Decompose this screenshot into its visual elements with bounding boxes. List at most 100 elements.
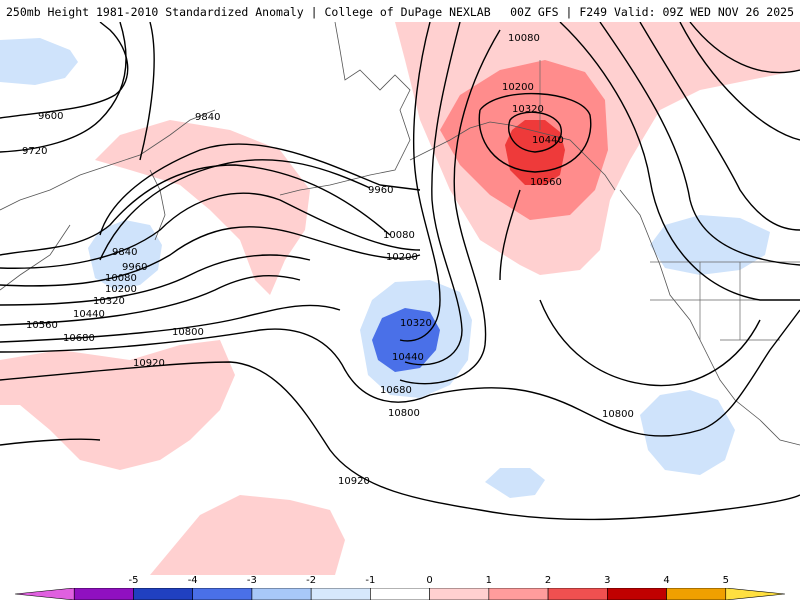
contour-label: 10320 bbox=[512, 104, 544, 115]
contour-label: 10920 bbox=[338, 476, 370, 487]
coastlines bbox=[0, 22, 800, 446]
colorbar-tick-label: -3 bbox=[246, 575, 257, 586]
positive-anomaly-areas bbox=[0, 22, 800, 575]
header-bar: 250mb Height 1981-2010 Standardized Anom… bbox=[0, 0, 800, 22]
anomaly-neg-northwest bbox=[0, 38, 78, 85]
contour-label: 9960 bbox=[122, 262, 147, 273]
colorbar-segment bbox=[666, 588, 727, 600]
contour-ridge-10560 bbox=[499, 189, 521, 281]
contour-label: 10080 bbox=[105, 273, 137, 284]
colorbar-segment bbox=[310, 588, 371, 600]
colorbar-tick-label: -1 bbox=[365, 575, 376, 586]
contour-10800 bbox=[0, 309, 800, 437]
contour-9600 bbox=[0, 22, 129, 119]
contour-label: 10560 bbox=[26, 320, 58, 331]
contour-9840-north bbox=[139, 22, 155, 161]
map-panel: 10080 9600 9720 9840 10200 10320 10440 9… bbox=[0, 22, 800, 575]
anomaly-pos-south-pacific bbox=[150, 495, 345, 575]
colorbar-segment bbox=[133, 588, 193, 600]
contour-trough-10320 bbox=[399, 29, 501, 385]
contour-9720 bbox=[0, 22, 127, 153]
colorbar-segment bbox=[547, 588, 608, 600]
contour-label: 10920 bbox=[133, 358, 165, 369]
contour-9840 bbox=[99, 143, 421, 236]
anomaly-neg-kamchatka bbox=[88, 220, 162, 290]
contour-label: 10440 bbox=[392, 352, 424, 363]
colorbar-segment bbox=[429, 588, 490, 600]
height-anomaly-map: 10080 9600 9720 9840 10200 10320 10440 9… bbox=[0, 22, 800, 575]
state-lines bbox=[650, 262, 800, 341]
contour-east-pacific-10800 bbox=[539, 299, 761, 387]
contour-10320-west bbox=[0, 226, 421, 287]
contour-labels: 10080 9600 9720 9840 10200 10320 10440 9… bbox=[22, 33, 634, 487]
colorbar-segment bbox=[725, 588, 786, 600]
contour-ridge-10320 bbox=[478, 92, 592, 173]
colorbar-tick-label: -4 bbox=[187, 575, 198, 586]
contour-10440-west bbox=[0, 254, 311, 306]
coastline-aleutians bbox=[409, 121, 616, 191]
colorbar-scale bbox=[14, 588, 786, 600]
coastline-siberia bbox=[0, 109, 216, 211]
contour-10680-west bbox=[0, 304, 341, 343]
contour-label: 10200 bbox=[386, 252, 418, 263]
colorbar-segment bbox=[607, 588, 667, 600]
contour-label: 9720 bbox=[22, 146, 47, 157]
contour-label: 10320 bbox=[400, 318, 432, 329]
colorbar-segment bbox=[14, 588, 75, 600]
model-valid-time: 00Z GFS | F249 Valid: 09Z WED NOV 26 202… bbox=[510, 5, 794, 19]
contour-label: 9600 bbox=[38, 111, 63, 122]
contour-ridge-10440 bbox=[508, 111, 562, 153]
map-title: 250mb Height 1981-2010 Standardized Anom… bbox=[6, 5, 491, 19]
anomaly-pos-bering bbox=[95, 120, 310, 295]
contour-east-ridge bbox=[559, 22, 800, 301]
contour-9600-east bbox=[689, 22, 800, 74]
coastline-bc bbox=[619, 189, 800, 446]
contour-label: 9960 bbox=[368, 185, 393, 196]
contour-10560-west bbox=[0, 275, 301, 326]
contour-10920 bbox=[0, 361, 800, 521]
contour-10080-west bbox=[0, 164, 391, 256]
colorbar-tick-labels: -5 -4 -3 -2 -1 0 1 2 3 4 5 bbox=[0, 575, 800, 587]
contour-trough-10080 bbox=[399, 22, 441, 342]
contour-label: 10080 bbox=[508, 33, 540, 44]
anomaly-neg-2-central-pacific bbox=[372, 308, 440, 372]
colorbar-tick-label: 4 bbox=[663, 575, 670, 586]
contour-label: 9840 bbox=[112, 247, 137, 258]
anomaly-neg-hawaii-south bbox=[485, 468, 545, 498]
contour-east-ridge-3 bbox=[639, 22, 800, 231]
coastline-kamchatka bbox=[149, 169, 166, 241]
colorbar-tick-label: 5 bbox=[722, 575, 729, 586]
colorbar-tick-label: 1 bbox=[485, 575, 493, 586]
contour-label: 10200 bbox=[105, 284, 137, 295]
contour-trough-10200 bbox=[404, 22, 463, 366]
contour-label: 10200 bbox=[502, 82, 534, 93]
contour-label: 10320 bbox=[93, 296, 125, 307]
colorbar: -5 -4 -3 -2 -1 0 1 2 3 4 5 bbox=[0, 575, 800, 600]
contour-10200-west bbox=[0, 192, 421, 269]
contour-label: 10680 bbox=[63, 333, 95, 344]
contour-10920-south bbox=[0, 438, 101, 446]
contour-label: 10800 bbox=[602, 409, 634, 420]
contour-label: 10440 bbox=[73, 309, 105, 320]
coastline-alaska bbox=[279, 22, 411, 196]
contour-label: 10080 bbox=[383, 230, 415, 241]
colorbar-tick-label: -2 bbox=[306, 575, 317, 586]
colorbar-segment bbox=[370, 588, 430, 600]
contour-label: 10440 bbox=[532, 135, 564, 146]
colorbar-tick-label: -5 bbox=[128, 575, 139, 586]
colorbar-tick-label: 0 bbox=[426, 575, 433, 586]
colorbar-segment bbox=[192, 588, 253, 600]
colorbar-segment bbox=[73, 588, 134, 600]
anomaly-neg-pacific-northwest bbox=[650, 215, 770, 275]
contour-east-ridge-2 bbox=[599, 22, 800, 266]
height-contours bbox=[0, 22, 800, 521]
contour-label: 9840 bbox=[195, 112, 220, 123]
colorbar-segment bbox=[488, 588, 549, 600]
contour-label: 10560 bbox=[530, 177, 562, 188]
contour-label: 10680 bbox=[380, 385, 412, 396]
colorbar-segment bbox=[251, 588, 312, 600]
contour-east-ridge-4 bbox=[679, 22, 800, 141]
anomaly-pos-northeast-corner bbox=[730, 22, 800, 50]
colorbar-tick-label: 3 bbox=[604, 575, 611, 586]
contour-label: 10800 bbox=[172, 327, 204, 338]
